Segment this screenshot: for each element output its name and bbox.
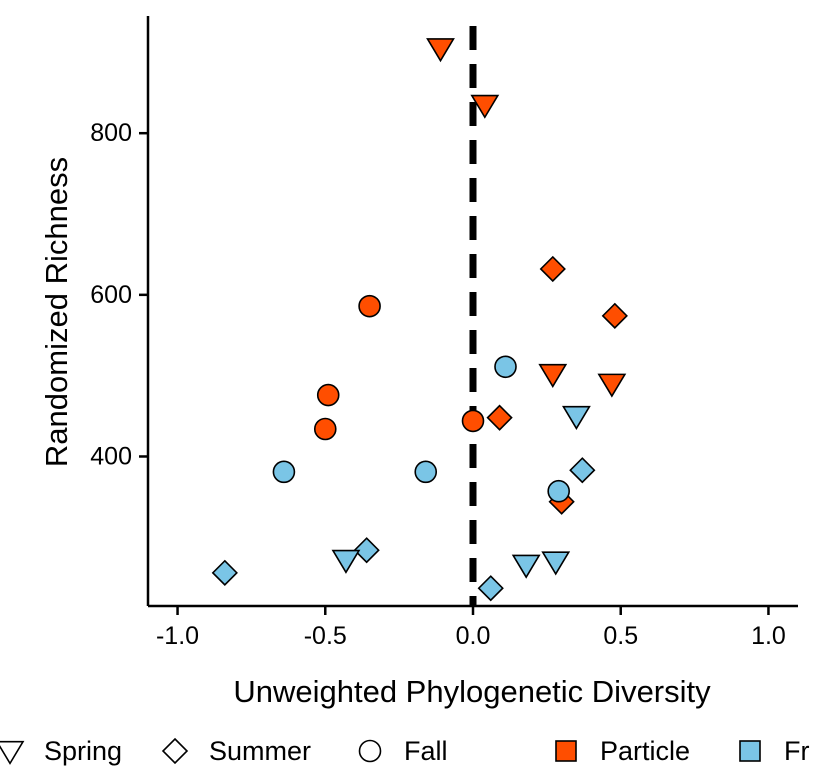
legend-summer-label: Summer bbox=[209, 736, 311, 766]
data-point-spring-free bbox=[561, 405, 591, 430]
x-tick-label: 0.0 bbox=[456, 622, 491, 650]
data-point-spring-particle bbox=[597, 373, 627, 398]
data-point-spring-particle bbox=[426, 38, 455, 63]
legend-particle-swatch bbox=[555, 740, 577, 762]
legend-spring-symbol bbox=[0, 740, 25, 765]
data-point-fall-free bbox=[272, 460, 296, 484]
x-tick-label: 0.5 bbox=[603, 622, 638, 650]
data-point-spring-particle bbox=[538, 363, 568, 388]
ticks-layer: -1.0 -0.5 0.0 0.5 1.0 400 600 800 bbox=[90, 119, 786, 650]
legend-free-label: Fr bbox=[784, 736, 809, 766]
legend-spring-label: Spring bbox=[44, 736, 122, 766]
legend-particle-label: Particle bbox=[600, 736, 690, 766]
data-point-fall-particle bbox=[316, 383, 340, 407]
x-tick-label: -1.0 bbox=[156, 622, 199, 650]
data-point-summer-particle bbox=[601, 302, 628, 329]
data-point-fall-particle bbox=[313, 417, 337, 441]
data-point-spring-free bbox=[511, 554, 541, 579]
data-point-summer-particle bbox=[486, 404, 513, 431]
legend-fall-symbol bbox=[358, 739, 382, 763]
points-layer bbox=[211, 38, 628, 602]
legend: Spring Summer Fall Particle Fr bbox=[0, 736, 809, 766]
data-point-summer-free bbox=[353, 537, 380, 564]
legend-fall-label: Fall bbox=[404, 736, 448, 766]
x-tick-label: 1.0 bbox=[751, 622, 786, 650]
data-point-spring-particle bbox=[470, 94, 500, 119]
x-axis-title: Unweighted Phylogenetic Diversity bbox=[233, 674, 711, 709]
data-point-fall-particle bbox=[461, 409, 485, 433]
data-point-spring-free bbox=[541, 551, 571, 576]
data-point-summer-free bbox=[569, 457, 596, 484]
y-tick-label: 400 bbox=[90, 442, 132, 470]
y-tick-label: 600 bbox=[90, 281, 132, 309]
data-point-summer-free bbox=[211, 559, 238, 586]
y-tick-label: 800 bbox=[90, 119, 132, 147]
data-point-spring-free bbox=[331, 549, 361, 574]
legend-free-swatch bbox=[739, 740, 761, 762]
y-axis-title: Randomized Richness bbox=[39, 157, 74, 467]
legend-summer-symbol bbox=[161, 737, 189, 765]
data-point-fall-particle bbox=[358, 294, 381, 318]
data-point-fall-free bbox=[547, 479, 570, 503]
data-point-fall-free bbox=[414, 460, 438, 484]
data-point-summer-particle bbox=[539, 255, 566, 283]
data-point-summer-free bbox=[477, 575, 504, 602]
x-tick-label: -0.5 bbox=[304, 622, 347, 650]
data-point-fall-free bbox=[494, 355, 517, 379]
